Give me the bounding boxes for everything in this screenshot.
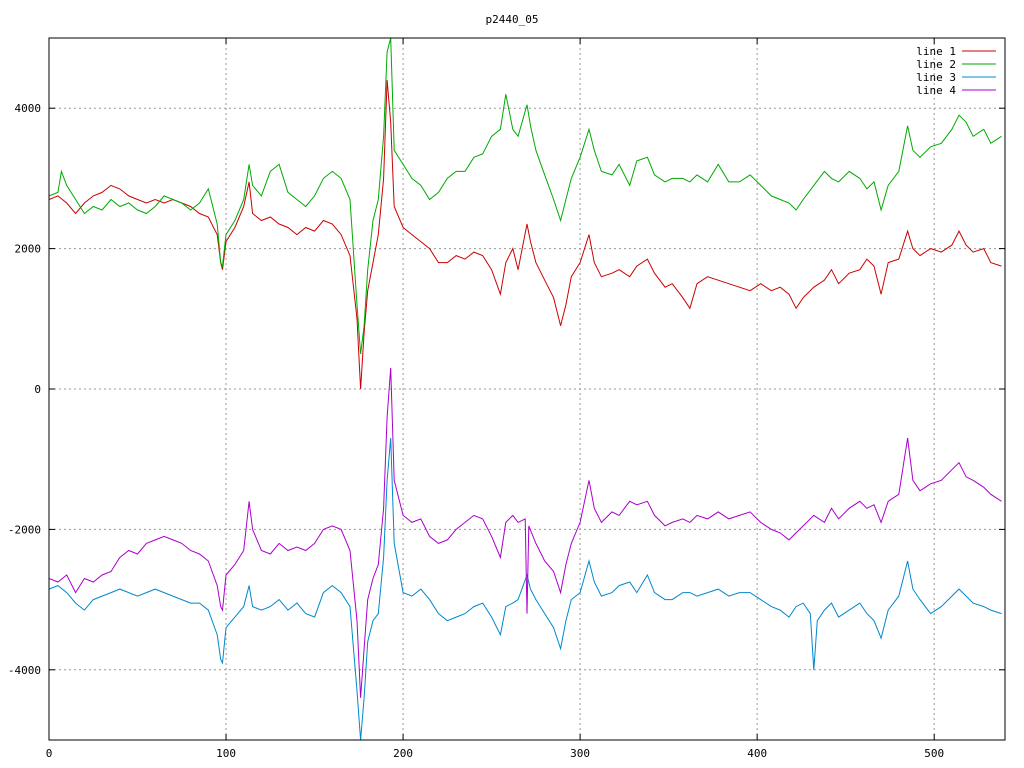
legend-label: line 2 bbox=[916, 58, 956, 71]
series-line-line-1 bbox=[49, 80, 1002, 390]
x-tick-label: 300 bbox=[570, 747, 590, 760]
ticks: 0 100 200 300 400 500 -4000 -2000 0 2000 4000 bbox=[8, 38, 1005, 760]
series-line-line-4 bbox=[49, 367, 1002, 698]
legend-label: line 3 bbox=[916, 71, 956, 84]
plot-frame bbox=[48, 37, 1006, 741]
legend-label: line 1 bbox=[916, 45, 956, 58]
x-tick-label: 200 bbox=[393, 747, 413, 760]
series-line-line-2 bbox=[49, 38, 1002, 354]
grid bbox=[49, 38, 1005, 740]
series-group bbox=[49, 38, 1002, 740]
x-tick-label: 500 bbox=[924, 747, 944, 760]
y-tick-label: 0 bbox=[34, 383, 41, 396]
x-tick-label: 0 bbox=[46, 747, 53, 760]
series-line-line-3 bbox=[49, 438, 1002, 740]
x-tick-label: 400 bbox=[747, 747, 767, 760]
y-tick-label: 4000 bbox=[15, 102, 42, 115]
legend-label: line 4 bbox=[916, 84, 956, 97]
y-tick-label: -4000 bbox=[8, 664, 41, 677]
y-tick-label: -2000 bbox=[8, 523, 41, 536]
x-tick-label: 100 bbox=[216, 747, 236, 760]
chart-title: p2440_05 bbox=[486, 13, 539, 26]
y-tick-label: 2000 bbox=[15, 243, 42, 256]
